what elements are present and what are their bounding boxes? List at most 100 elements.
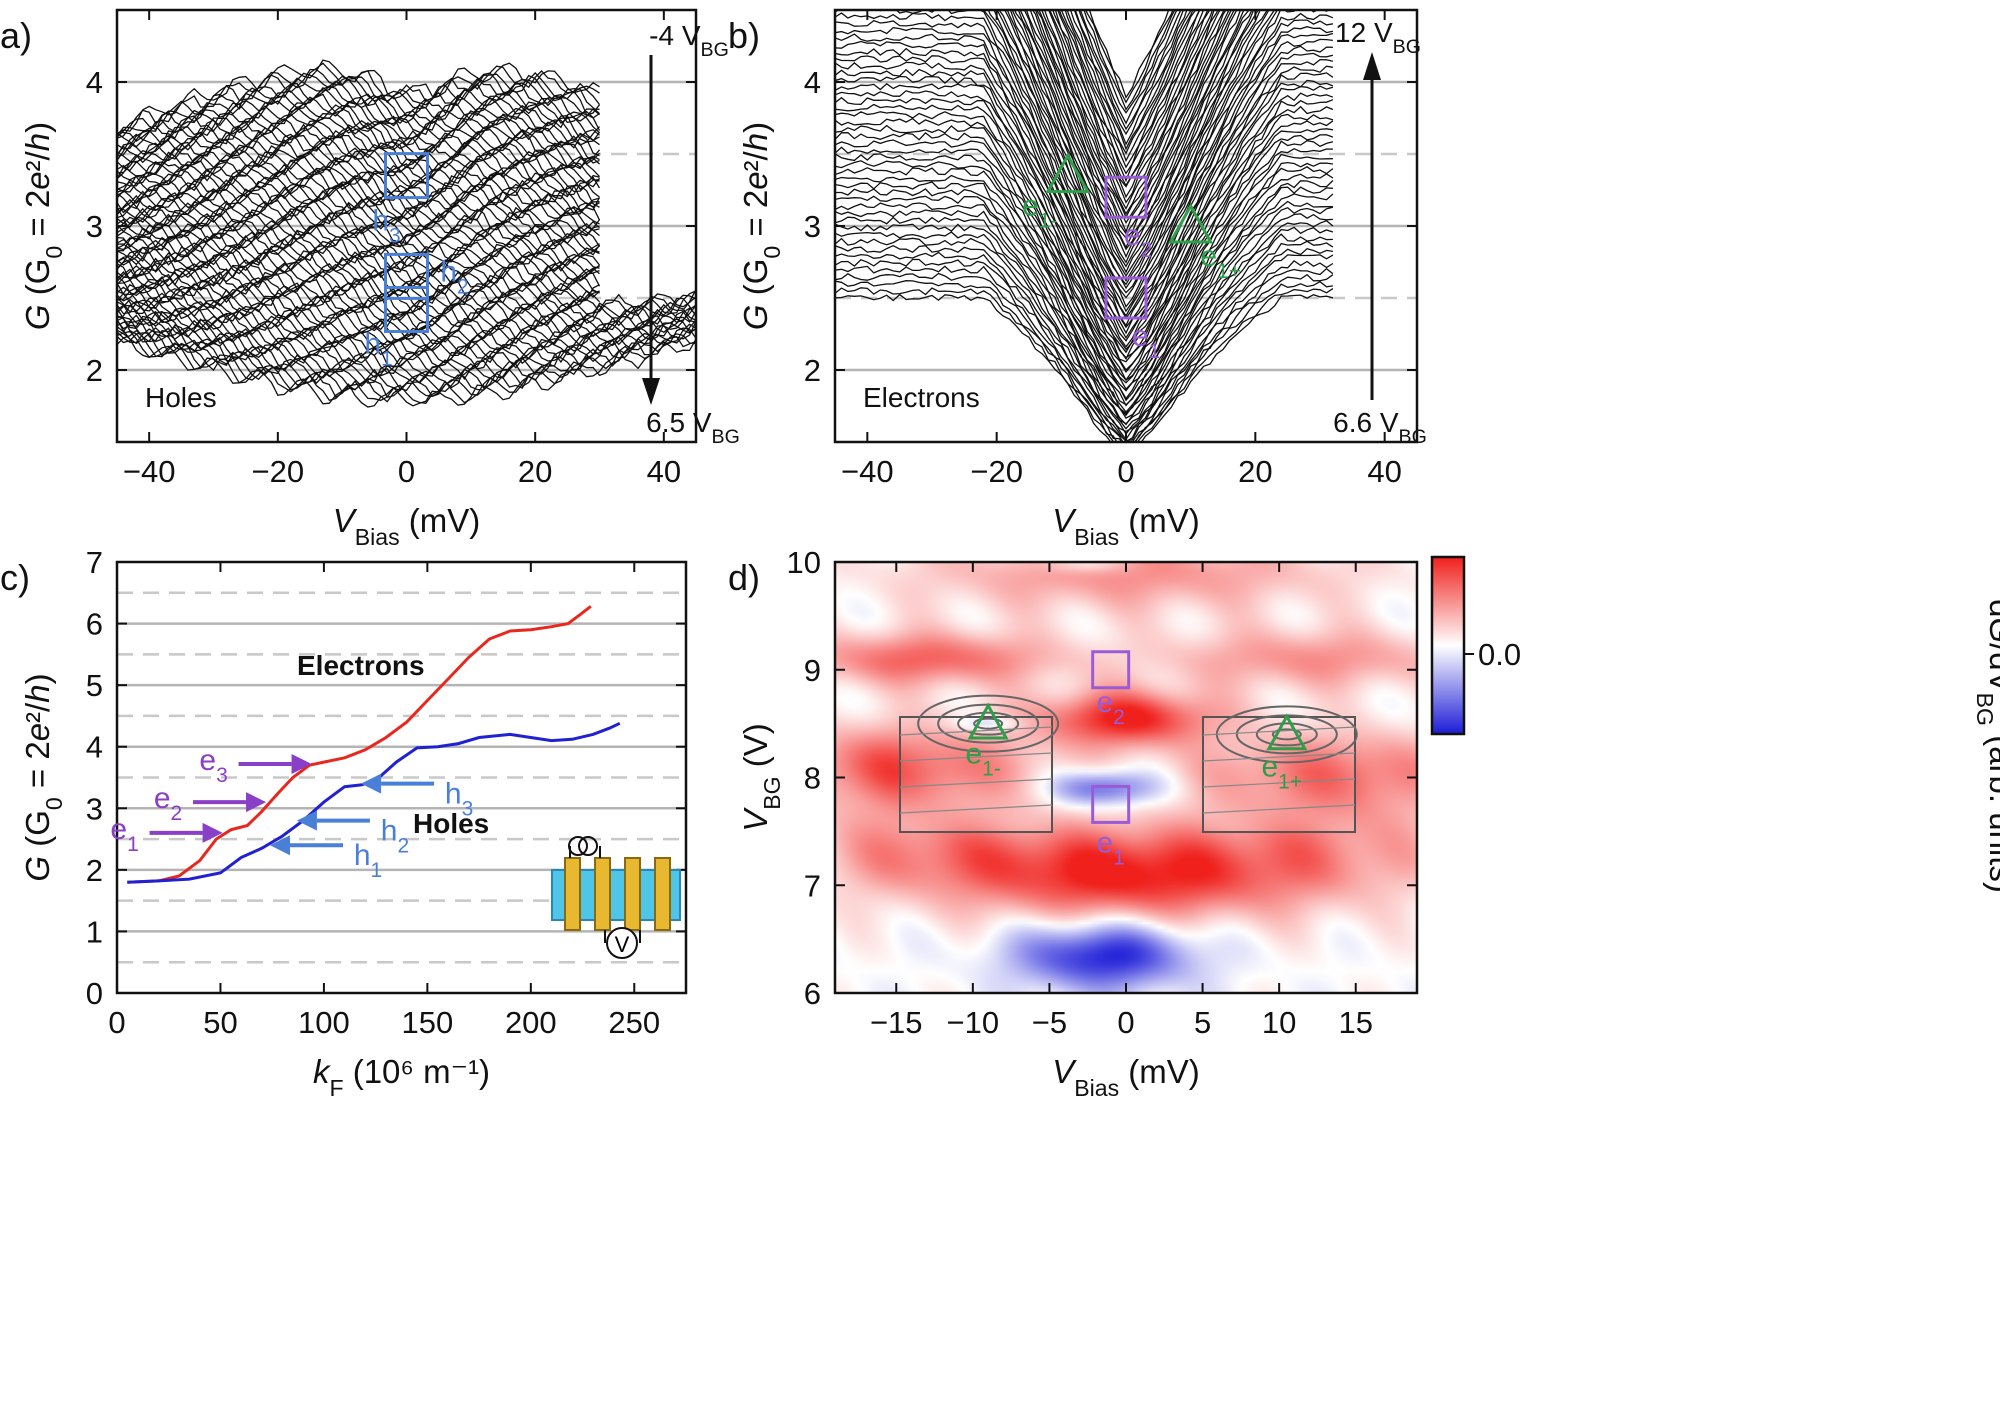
- bias-curve: [117, 314, 696, 377]
- y-tick-label: 2: [86, 353, 103, 388]
- bias-curve: [117, 330, 696, 404]
- voltmeter-label: V: [615, 932, 630, 957]
- contour-line: [973, 717, 1004, 730]
- panel-label: a): [0, 15, 32, 56]
- bias-curve: [835, 188, 1334, 415]
- heatmap-marker-square: [1091, 650, 1131, 690]
- subband-arrow-label: e1: [110, 813, 138, 856]
- bias-curve: [1011, 10, 1255, 268]
- contour-inset: [899, 694, 1060, 833]
- bias-curve: [117, 182, 601, 225]
- bias-curve: [835, 55, 1334, 342]
- y-tick-label: 3: [86, 209, 103, 244]
- y-tick-label: 9: [804, 653, 821, 688]
- bias-curve: [1025, 10, 1238, 239]
- bias-curve: [835, 174, 1334, 406]
- x-tick-label: 150: [401, 1005, 453, 1040]
- heatmap-marker-label: e1+: [1261, 750, 1302, 793]
- bias-curve: [117, 86, 600, 157]
- subband-arrow-head: [270, 835, 291, 856]
- contour-line: [1271, 728, 1302, 741]
- y-tick-label: 2: [86, 853, 103, 888]
- y-tick-label: 8: [804, 761, 821, 796]
- bias-curve: [835, 68, 1334, 351]
- bias-curve: [996, 10, 1276, 290]
- bias-curve: [835, 287, 1334, 442]
- y-axis-label: G (G0 = 2e²/h): [19, 122, 67, 330]
- y-tick-label: 3: [86, 791, 103, 826]
- current-source-icon: [578, 836, 598, 856]
- bias-curve: [1069, 10, 1192, 146]
- bias-curve: [835, 223, 1334, 430]
- x-tick-label: 15: [1338, 1005, 1372, 1040]
- gate-arrow-start-label: -4 VBG: [649, 20, 729, 61]
- bias-curve: [835, 195, 1333, 417]
- bias-curve: [117, 285, 600, 328]
- electron-marker-square: [1104, 175, 1148, 219]
- bias-curve: [1047, 10, 1215, 199]
- bias-curve: [835, 209, 1333, 426]
- bias-curve: [835, 96, 1334, 363]
- x-tick-label: 0: [108, 1005, 125, 1040]
- bias-curve: [1023, 10, 1242, 249]
- x-tick-label: 0: [1117, 454, 1134, 489]
- x-tick-label: 40: [647, 454, 681, 489]
- bias-curve: [1003, 10, 1269, 283]
- bias-curve: [117, 137, 600, 193]
- bias-curve: [835, 19, 1334, 320]
- bias-curve: [117, 289, 696, 341]
- x-axis-label: VBias (mV): [1052, 1053, 1200, 1101]
- subband-arrow-head: [296, 810, 317, 831]
- subband-arrow-label: e2: [154, 782, 182, 825]
- bias-curve: [117, 158, 600, 210]
- gate-electrode: [594, 857, 611, 931]
- heatmap-marker-label: e1: [1096, 826, 1124, 869]
- x-tick-label: 100: [298, 1005, 350, 1040]
- y-tick-label: 4: [804, 65, 821, 100]
- x-tick-label: 10: [1262, 1005, 1296, 1040]
- bias-curve: [835, 10, 1334, 313]
- bias-curve: [117, 175, 600, 219]
- subband-arrow-head: [246, 792, 267, 813]
- gate-arrow-end-label: 6.5 VBG: [646, 407, 740, 448]
- subband-arrow-label: e3: [199, 744, 227, 787]
- bias-curve: [117, 114, 600, 174]
- x-tick-label: −40: [841, 454, 894, 489]
- y-tick-label: 6: [804, 976, 821, 1011]
- bias-curve: [1066, 10, 1194, 151]
- heatmap-marker-triangle: [967, 702, 1009, 740]
- bias-curve: [117, 186, 600, 228]
- curve-bundle: [117, 59, 696, 408]
- electron-marker-label: e1: [1132, 320, 1160, 363]
- bias-curve: [117, 262, 600, 297]
- panel-label: d): [728, 557, 760, 598]
- curve-bundle: [835, 10, 1334, 442]
- colorbar: [1430, 555, 1466, 736]
- bias-curve: [117, 329, 696, 403]
- heatmap-image: [835, 562, 1417, 993]
- y-axis-label: VBG (V): [737, 723, 785, 832]
- heatmap-marker-label: e2: [1096, 686, 1124, 729]
- contour-line: [899, 778, 1053, 788]
- bias-curve: [835, 124, 1334, 381]
- bias-curve: [1034, 10, 1230, 225]
- subband-arrow-head: [202, 822, 223, 843]
- y-tick-label: 4: [86, 730, 103, 765]
- bias-curve: [117, 123, 600, 180]
- bias-curve: [835, 216, 1334, 425]
- bias-curve: [117, 104, 601, 164]
- bias-curve: [835, 82, 1334, 361]
- bias-curve: [1031, 10, 1233, 234]
- bias-curve: [835, 153, 1333, 400]
- bias-curve: [835, 244, 1334, 441]
- subband-arrow-head: [291, 753, 312, 774]
- bias-curve: [835, 12, 1334, 318]
- x-tick-label: −20: [970, 454, 1023, 489]
- x-tick-label: 20: [518, 454, 552, 489]
- x-axis-label: VBias (mV): [333, 502, 481, 550]
- contour-line: [899, 752, 1053, 762]
- y-tick-label: 6: [86, 607, 103, 642]
- device-schematic-inset: V: [551, 836, 681, 959]
- bias-curve: [1074, 10, 1185, 131]
- electron-marker-triangle: [1168, 202, 1214, 244]
